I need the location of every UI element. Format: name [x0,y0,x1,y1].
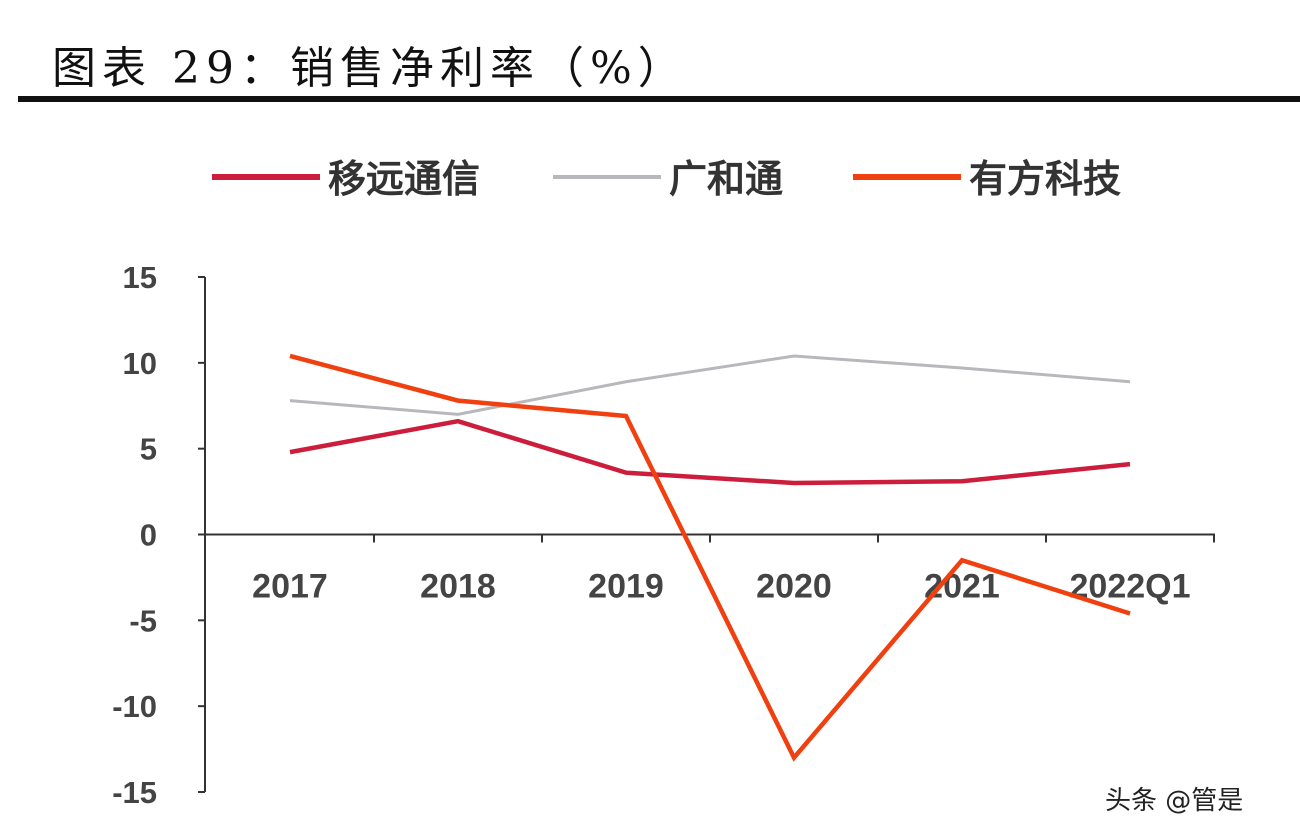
x-tick-label: 2021 [924,568,1000,606]
x-tick-label: 2018 [420,568,496,606]
x-tick-label: 2017 [252,568,328,606]
y-tick-label: 5 [140,432,157,467]
title-rule [18,96,1300,102]
y-tick-label: 0 [140,518,157,553]
legend-label-1: 移远通信 [328,157,480,201]
y-tick-label: 10 [123,346,157,381]
y-tick-label: -5 [129,603,157,638]
y-tick-label: 15 [123,260,157,295]
chart-title: 图表 29：销售净利率（%） [52,43,688,94]
watermark: 头条 @管是 [1105,786,1244,816]
series-line-1 [289,418,1131,486]
legend-label-2: 广和通 [669,157,783,201]
x-tick-label: 2019 [588,568,664,606]
y-tick-label: -15 [112,775,157,810]
series-line-2 [289,354,1131,416]
x-tick-label: 2020 [756,568,832,606]
legend-label-3: 有方科技 [969,157,1121,201]
series-line-3 [289,353,1131,762]
y-tick-label: -10 [112,689,157,724]
